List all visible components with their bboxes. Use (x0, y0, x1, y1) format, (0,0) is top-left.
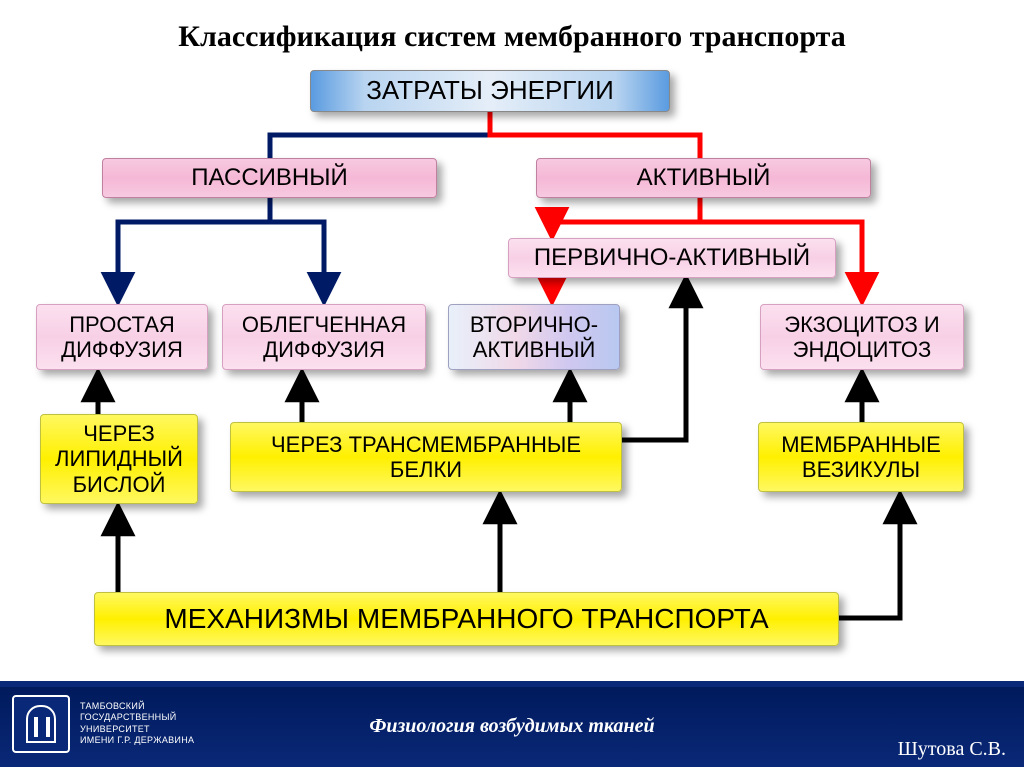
node-simple: ПРОСТАЯ ДИФФУЗИЯ (36, 304, 208, 370)
edge-energy-active (490, 112, 700, 158)
footer: ТАМБОВСКИЙ ГОСУДАРСТВЕННЫЙ УНИВЕРСИТЕТ И… (0, 687, 1024, 767)
footer-author: Шутова С.В. (898, 738, 1006, 761)
node-exo: ЭКЗОЦИТОЗ И ЭНДОЦИТОЗ (760, 304, 964, 370)
footer-subtitle: Физиология возбудимых тканей (0, 715, 1024, 738)
edge-passive-simple (118, 198, 270, 298)
edge-energy-passive (270, 112, 490, 158)
edge-active-primary (552, 198, 700, 233)
connector-layer (0, 0, 1024, 767)
page-title: Классификация систем мембранного транспо… (0, 20, 1024, 54)
edge-passive-facil (270, 198, 324, 298)
edge-protein-primary (620, 282, 686, 440)
node-primary: ПЕРВИЧНО-АКТИВНЫЙ (508, 238, 836, 278)
node-mech: МЕХАНИЗМЫ МЕМБРАННОГО ТРАНСПОРТА (94, 592, 839, 646)
node-facil: ОБЛЕГЧЕННАЯ ДИФФУЗИЯ (222, 304, 426, 370)
node-passive: ПАССИВНЫЙ (102, 158, 437, 198)
node-lipid: ЧЕРЕЗ ЛИПИДНЫЙ БИСЛОЙ (40, 414, 198, 504)
node-vesicle: МЕМБРАННЫЕ ВЕЗИКУЛЫ (758, 422, 964, 492)
node-energy: ЗАТРАТЫ ЭНЕРГИИ (310, 70, 670, 112)
node-active: АКТИВНЫЙ (536, 158, 871, 198)
node-secondary: ВТОРИЧНО-АКТИВНЫЙ (448, 304, 620, 370)
node-protein: ЧЕРЕЗ ТРАНСМЕМБРАННЫЕ БЕЛКИ (230, 422, 622, 492)
